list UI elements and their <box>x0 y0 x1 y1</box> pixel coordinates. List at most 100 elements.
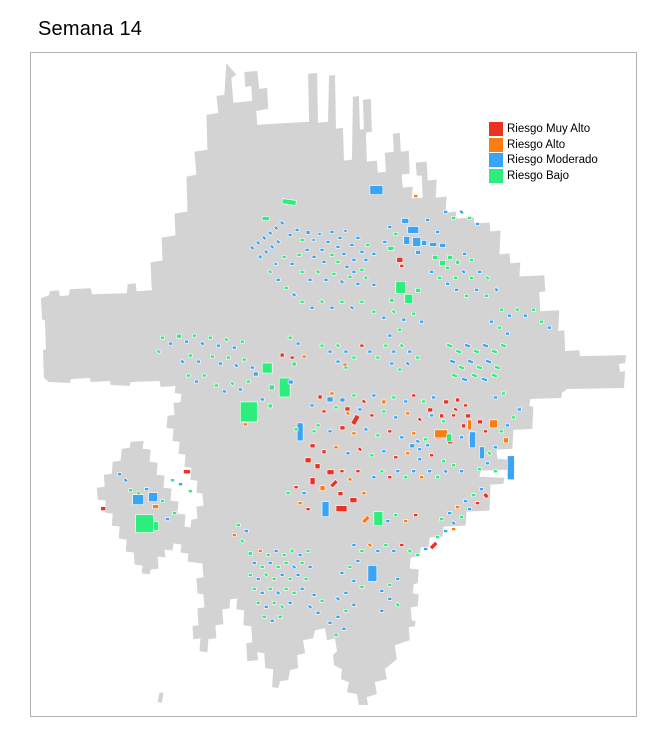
risk-area <box>463 342 472 349</box>
risk-area <box>315 268 321 275</box>
risk-area <box>305 230 311 235</box>
risk-area <box>188 489 193 493</box>
risk-area <box>459 435 464 440</box>
risk-area <box>397 327 403 332</box>
risk-area <box>414 438 421 444</box>
risk-area <box>381 449 387 454</box>
risk-area <box>297 501 303 505</box>
risk-area <box>297 553 303 557</box>
risk-area <box>319 343 325 348</box>
risk-area <box>240 339 245 344</box>
risk-area <box>333 632 339 637</box>
risk-area <box>460 268 467 275</box>
risk-area <box>283 587 289 591</box>
risk-area <box>268 384 275 391</box>
risk-area <box>401 218 410 224</box>
risk-area <box>309 305 315 310</box>
legend-item-0: Riesgo Muy Alto <box>489 122 598 136</box>
risk-area <box>514 306 521 313</box>
risk-area <box>421 240 427 246</box>
risk-area <box>293 485 299 489</box>
risk-area <box>371 475 377 480</box>
risk-area <box>393 232 399 236</box>
risk-area <box>273 549 279 553</box>
risk-area <box>387 429 393 434</box>
risk-area <box>229 380 236 387</box>
risk-area <box>279 603 286 610</box>
risk-area <box>361 514 371 525</box>
risk-area <box>434 429 448 439</box>
legend-label-0: Riesgo Muy Alto <box>507 123 591 135</box>
risk-area <box>321 409 327 414</box>
risk-area <box>375 433 381 438</box>
risk-area <box>236 523 241 527</box>
legend-swatch-3 <box>489 168 503 183</box>
risk-area <box>501 391 506 396</box>
risk-area <box>493 445 498 450</box>
risk-area <box>391 549 397 553</box>
risk-area <box>341 626 347 631</box>
risk-area <box>359 549 365 553</box>
legend: Riesgo Muy Alto Riesgo Alto Riesgo Moderad… <box>489 122 598 184</box>
risk-area <box>369 413 375 418</box>
risk-area <box>483 429 488 434</box>
risk-area <box>172 511 177 515</box>
risk-area <box>381 399 387 405</box>
risk-area <box>311 255 317 259</box>
risk-area <box>463 499 468 503</box>
risk-area <box>289 548 296 554</box>
risk-area <box>249 365 255 370</box>
risk-area <box>480 376 489 383</box>
risk-area <box>335 245 341 249</box>
risk-area <box>291 564 298 570</box>
risk-area <box>247 551 253 556</box>
risk-area <box>345 410 351 417</box>
risk-area <box>232 345 237 350</box>
risk-area <box>443 399 449 405</box>
risk-area <box>275 239 282 245</box>
risk-area <box>455 397 460 403</box>
risk-area <box>255 577 261 581</box>
risk-areas <box>100 185 552 637</box>
legend-label-1: Riesgo Alto <box>507 138 566 151</box>
risk-area <box>431 395 436 400</box>
risk-area <box>263 605 269 609</box>
risk-area <box>194 379 199 384</box>
risk-area <box>311 593 317 597</box>
risk-area <box>279 220 286 226</box>
risk-area <box>339 425 346 431</box>
risk-area <box>281 255 287 259</box>
risk-area <box>459 469 464 474</box>
risk-area <box>477 419 483 425</box>
risk-area <box>465 413 471 419</box>
risk-area <box>505 331 510 336</box>
risk-area <box>393 455 399 460</box>
risk-area <box>451 413 456 418</box>
risk-area <box>455 505 460 509</box>
risk-area <box>192 333 197 338</box>
risk-area <box>467 419 472 431</box>
risk-area <box>451 527 456 531</box>
risk-area <box>287 379 294 385</box>
risk-area <box>351 603 357 607</box>
risk-area <box>403 236 411 245</box>
risk-area <box>349 497 358 503</box>
risk-area <box>395 281 407 294</box>
risk-area <box>176 333 182 339</box>
risk-area <box>417 447 423 452</box>
risk-area <box>395 577 401 581</box>
risk-area <box>168 341 173 346</box>
risk-area <box>484 293 489 298</box>
risk-area <box>261 216 270 221</box>
risk-area <box>343 229 348 233</box>
risk-area <box>489 419 498 429</box>
risk-area <box>398 342 405 349</box>
risk-area <box>359 299 365 304</box>
risk-area <box>339 469 345 474</box>
risk-area <box>242 357 247 362</box>
risk-area <box>333 405 339 410</box>
risk-area <box>351 270 357 274</box>
risk-area <box>411 431 417 436</box>
risk-area <box>319 485 326 491</box>
risk-area <box>403 399 409 404</box>
